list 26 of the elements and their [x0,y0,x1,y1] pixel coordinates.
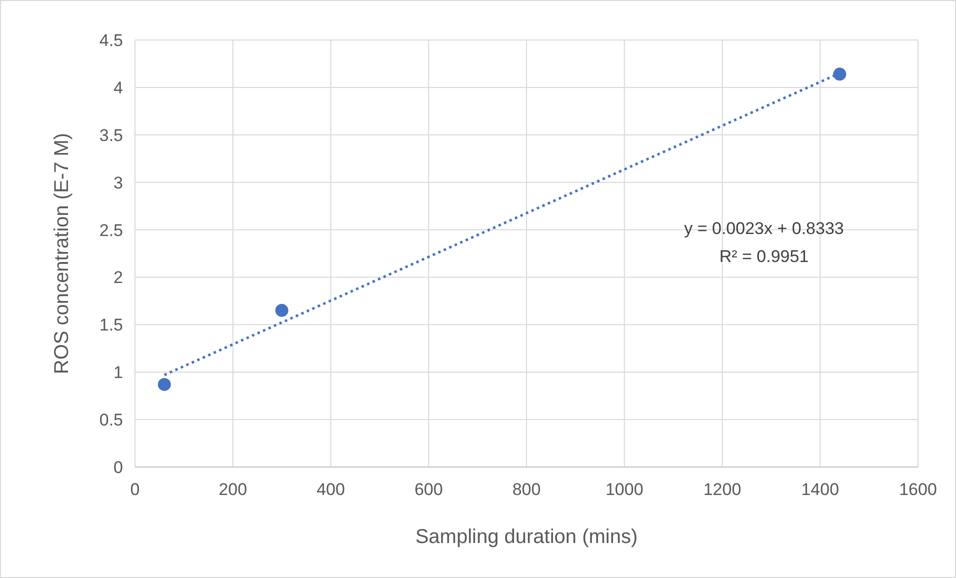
annotation: R² = 0.9951 [719,247,809,266]
point [158,378,171,391]
x-tick-label: 0 [130,480,140,499]
y-tick-label: 0 [114,458,123,477]
x-tick-label: 600 [414,480,443,499]
annotation: y = 0.0023x + 0.8333 [684,219,844,238]
y-tick-label: 2 [114,268,123,288]
x-tick-label: 1000 [605,480,644,499]
y-tick-label: 3 [114,173,123,192]
x-tick-label: 800 [512,480,541,499]
x-tick-label: 200 [218,480,248,499]
y-tick-label: 0.5 [99,410,123,430]
x-tick-label: 1600 [899,480,937,499]
y-tick-label: 3.5 [99,126,123,145]
y-tick-label: 4 [114,78,123,98]
y-tick-label: 4.5 [99,31,123,50]
x-tick-label: 1200 [703,480,742,499]
x-axis-title: Sampling duration (mins) [415,526,638,548]
y-axis-title: ROS concentration (E-7 M) [51,132,73,374]
point [833,68,846,81]
x-tick-label: 1400 [801,480,840,499]
point [275,304,288,317]
y-tick-label: 1 [114,363,123,382]
x-tick-label: 400 [316,480,345,499]
y-tick-label: 2.5 [99,220,123,240]
y-tick-label: 1.5 [99,316,123,335]
